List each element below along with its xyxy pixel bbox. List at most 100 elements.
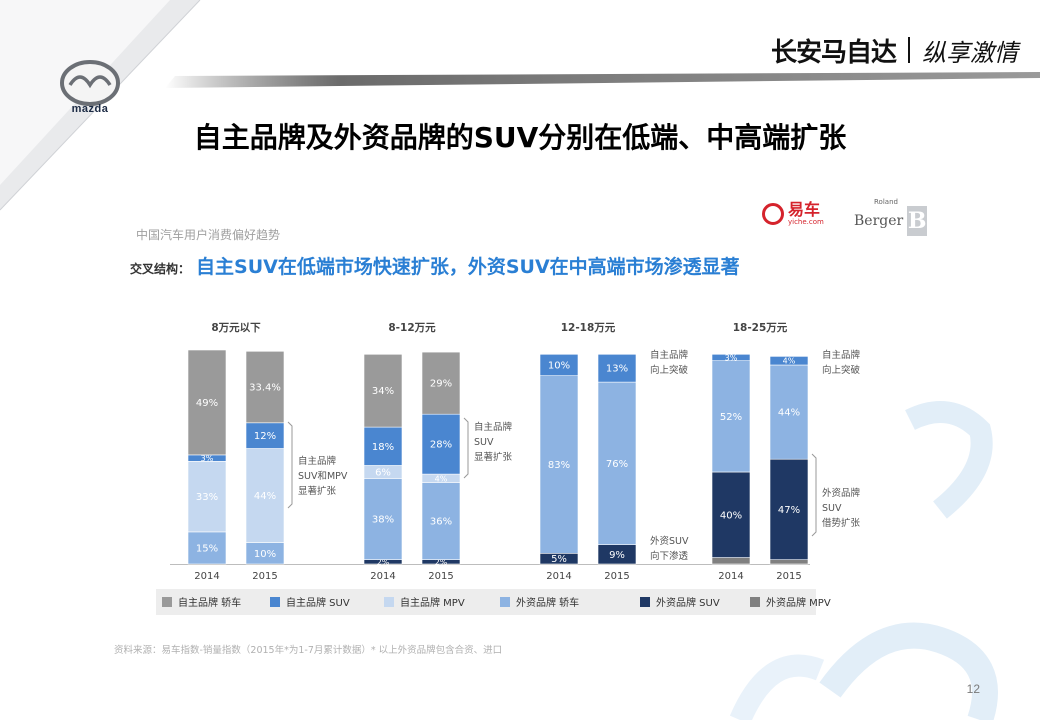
bar-segment xyxy=(539,354,579,377)
year-label: 2015 xyxy=(776,571,801,582)
bar-value-label: 10% xyxy=(548,361,570,372)
legend-label: 自主品牌 MPV xyxy=(400,596,465,609)
figure-headline: 交叉结构： 自主SUV在低端市场快速扩张，外资SUV在中高端市场渗透显著 xyxy=(130,252,740,279)
annotation-bracket xyxy=(463,417,469,479)
bar-segment xyxy=(769,356,809,366)
bar-segment xyxy=(245,351,285,424)
brand-slogan-right: 纵享激情 xyxy=(922,38,1018,67)
annotation-bracket xyxy=(287,421,293,509)
year-label: 2014 xyxy=(718,571,743,582)
bar-value-label: 83% xyxy=(548,460,570,471)
mazda-logo-text: mazda xyxy=(71,103,109,115)
annotation-text: 向上突破 xyxy=(650,364,689,376)
legend-swatch xyxy=(750,597,760,607)
group-label: 12-18万元 xyxy=(561,322,616,334)
yiche-logo-text: 易车 xyxy=(788,200,821,219)
annotation-text: 外资品牌 xyxy=(822,487,861,499)
source-note: 资料来源：易车指数-销量指数（2015年*为1-7月累计数据）* 以上外资品牌包… xyxy=(114,645,503,656)
bar-segment xyxy=(769,364,809,460)
bar-value-label: 49% xyxy=(196,398,218,409)
yiche-logo-sub: yiche.com xyxy=(788,218,824,226)
bar-segment xyxy=(711,354,751,362)
legend-swatch xyxy=(500,597,510,607)
legend-swatch xyxy=(270,597,280,607)
bar-segment xyxy=(539,375,579,554)
bar-segment xyxy=(245,422,285,449)
bar-value-label: 52% xyxy=(720,412,742,423)
headline-prefix: 交叉结构： xyxy=(130,262,191,276)
page-number: 12 xyxy=(966,682,980,696)
legend-background xyxy=(156,589,816,615)
annotation-text: 向上突破 xyxy=(822,364,861,376)
year-label: 2014 xyxy=(194,571,219,582)
bar-segment xyxy=(363,426,403,466)
legend-label: 自主品牌 轿车 xyxy=(178,596,241,609)
annotation-text: 自主品牌 xyxy=(650,349,689,361)
bar-segment xyxy=(421,482,461,561)
bar-value-label: 34% xyxy=(372,386,394,397)
bar-segment xyxy=(187,349,227,456)
group-label: 8-12万元 xyxy=(388,322,436,334)
bar-value-label: 40% xyxy=(720,510,742,521)
bar-value-label: 38% xyxy=(372,515,394,526)
figure-panel: 中国汽车用户消费偏好趋势 交叉结构： 自主SUV在低端市场快速扩张，外资SUV在… xyxy=(110,190,940,670)
bar-value-label: 33% xyxy=(196,492,218,503)
bar-segment xyxy=(711,471,751,558)
bar-segment xyxy=(421,413,461,475)
annotation-text: 自主品牌 xyxy=(822,349,861,361)
legend-swatch xyxy=(162,597,172,607)
mazda-logo-icon xyxy=(60,60,120,106)
yiche-logo-icon xyxy=(762,203,784,225)
stacked-bar-chart: 8万元以下 15% 33% 3% 49% 2014 10% 44% 12% 33.4% 2015 自主… xyxy=(156,322,861,615)
bar-segment xyxy=(769,458,809,561)
bar-value-label: 15% xyxy=(196,543,218,554)
roland-berger-small: Roland xyxy=(874,198,898,206)
annotation-text: 向下渗透 xyxy=(650,550,689,562)
slide-title: 自主品牌及外资品牌的SUV分别在低端、中高端扩张 xyxy=(193,121,847,154)
bar-value-label: 2% xyxy=(377,558,390,567)
annotation-text: SUV xyxy=(474,437,494,448)
bar-value-label: 12% xyxy=(254,431,276,442)
headline-text: 自主SUV在低端市场快速扩张，外资SUV在中高端市场渗透显著 xyxy=(196,256,740,278)
annotation-text: SUV xyxy=(822,503,842,514)
bar-value-label: 47% xyxy=(778,505,800,516)
annotation-text: 借势扩张 xyxy=(822,517,861,529)
group-label: 18-25万元 xyxy=(733,322,788,334)
bar-value-label: 44% xyxy=(778,408,800,419)
bar-value-label: 4% xyxy=(435,474,448,483)
figure-subtitle: 中国汽车用户消费偏好趋势 xyxy=(136,228,281,242)
year-label: 2014 xyxy=(546,571,571,582)
annotation-bracket xyxy=(811,453,817,537)
bar-value-label: 44% xyxy=(254,491,276,502)
roland-berger-big: Berger xyxy=(854,213,904,229)
bar-segment xyxy=(597,354,637,383)
bar-segment xyxy=(769,559,809,565)
annotation-text: 自主品牌 xyxy=(298,455,337,467)
year-label: 2015 xyxy=(604,571,629,582)
bar-value-label: 28% xyxy=(430,440,452,451)
annotation-text: 外资SUV xyxy=(650,535,689,547)
roland-berger-logo: Roland Berger B xyxy=(854,198,928,236)
bar-value-label: 4% xyxy=(783,357,796,366)
legend-swatch xyxy=(384,597,394,607)
bar-value-label: 18% xyxy=(372,442,394,453)
year-label: 2015 xyxy=(252,571,277,582)
year-label: 2015 xyxy=(428,571,453,582)
annotation-text: 显著扩张 xyxy=(474,451,513,463)
bar-value-label: 33.4% xyxy=(249,383,281,394)
annotation-text: 自主品牌 xyxy=(474,421,513,433)
group-label: 8万元以下 xyxy=(211,322,261,334)
legend-swatch xyxy=(640,597,650,607)
bar-value-label: 10% xyxy=(254,549,276,560)
brand-divider xyxy=(908,37,910,63)
bar-value-label: 3% xyxy=(725,354,738,363)
year-label: 2014 xyxy=(370,571,395,582)
legend-label: 外资品牌 SUV xyxy=(656,596,720,609)
bar-value-label: 36% xyxy=(430,517,452,528)
bar-value-label: 3% xyxy=(201,454,214,463)
bar-value-label: 6% xyxy=(375,468,391,479)
legend-label: 自主品牌 SUV xyxy=(286,596,350,609)
legend-label: 外资品牌 MPV xyxy=(766,596,831,609)
watermark-decoration xyxy=(729,401,998,720)
legend-label: 外资品牌 轿车 xyxy=(516,596,579,609)
